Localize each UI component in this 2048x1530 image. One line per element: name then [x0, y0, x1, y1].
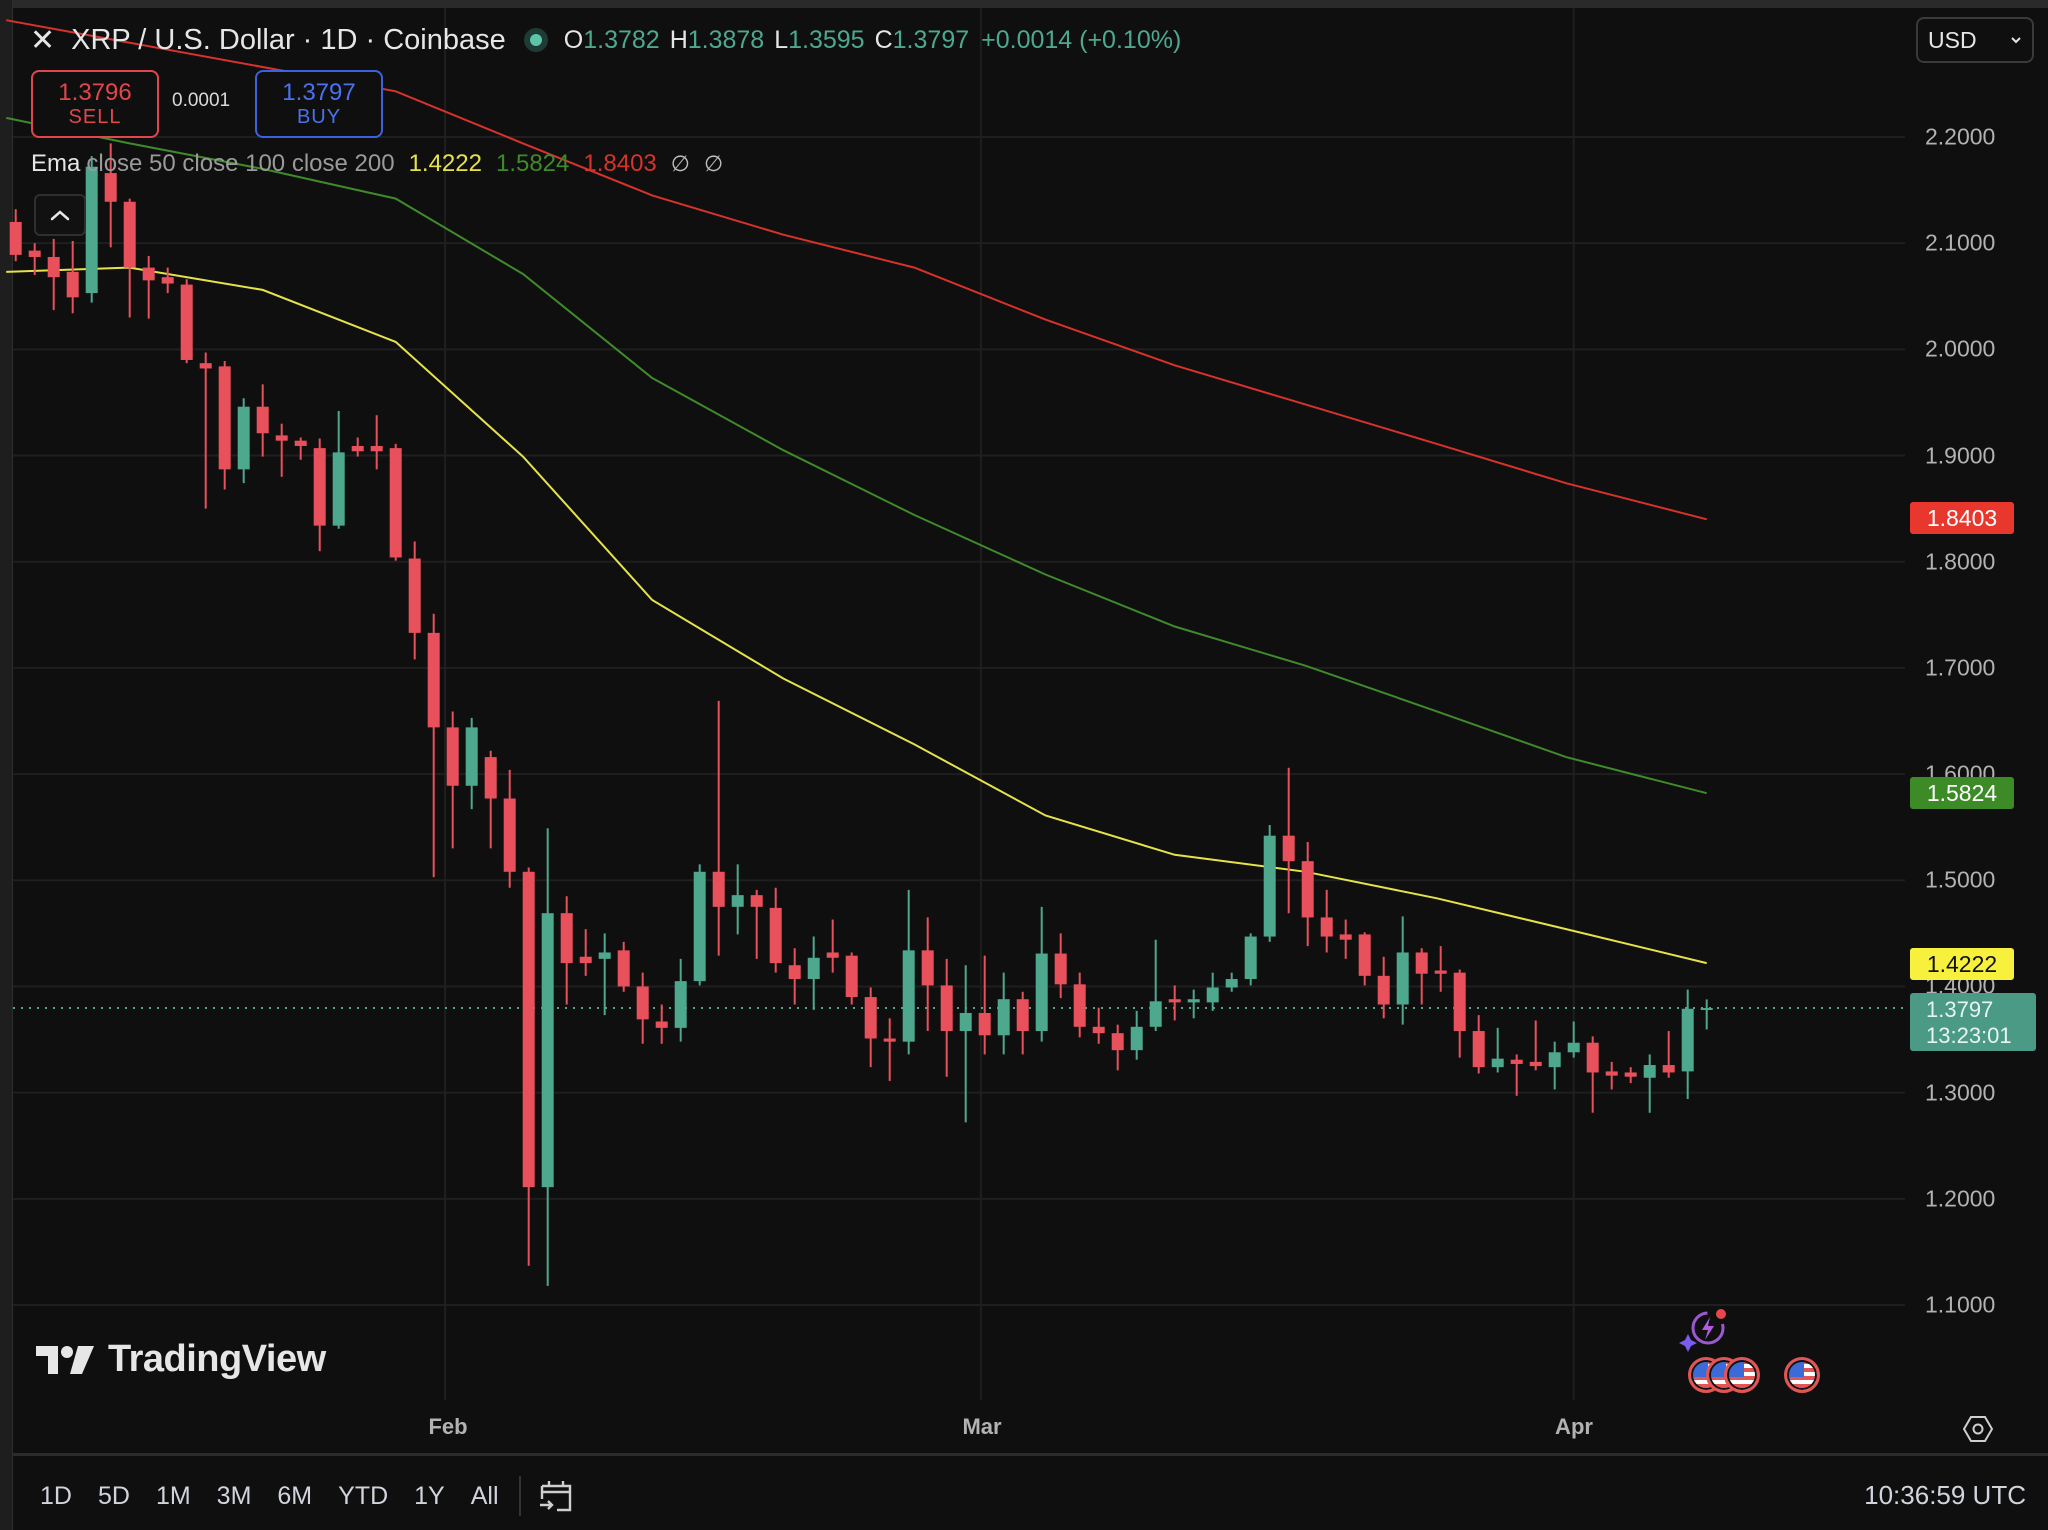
chevron-down-icon: [2011, 37, 2021, 44]
logo-text: TradingView: [108, 1338, 326, 1380]
buy-price: 1.3797: [282, 79, 356, 106]
ema100-price-badge: 1.5824: [1910, 777, 2014, 809]
last-price-badge: 1.3797 13:23:01: [1910, 993, 2036, 1051]
us-economic-event-icon[interactable]: [1784, 1357, 1820, 1393]
market-status-icon[interactable]: [523, 28, 548, 52]
tradingview-logo[interactable]: TradingView: [36, 1338, 326, 1381]
high-label: H: [669, 25, 688, 54]
indicator-args: close 50 close 100 close 200: [86, 150, 395, 177]
indicator-name: Ema: [31, 150, 81, 177]
chevron-up-icon: [50, 210, 70, 221]
price-tick: 1.2000: [1925, 1185, 1996, 1212]
low-label: L: [774, 25, 789, 54]
tradingview-logo-icon: [36, 1345, 94, 1374]
symbol-title[interactable]: XRP / U.S. Dollar · 1D · Coinbase: [71, 23, 506, 56]
range-ytd-button[interactable]: YTD: [338, 1481, 389, 1510]
buy-button[interactable]: 1.3797 BUY: [255, 70, 383, 138]
change-value: +0.0014 (+0.10%): [981, 25, 1182, 54]
chart-settings-icon[interactable]: [1963, 1414, 1993, 1444]
spread-value: 0.0001: [172, 90, 231, 111]
us-economic-event-icon[interactable]: [1724, 1357, 1760, 1393]
price-tick: 2.1000: [1925, 229, 1996, 256]
ema-lines: [5, 19, 1707, 965]
price-tick: 2.0000: [1925, 335, 1996, 362]
ema200-price-badge: 1.8403: [1910, 502, 2014, 534]
ema100-value: 1.5824: [495, 150, 570, 177]
window-top-edge: [0, 0, 2048, 8]
buy-label: BUY: [296, 106, 342, 128]
utc-clock[interactable]: 10:36:59 UTC: [1864, 1480, 2026, 1510]
high-value: 1.3878: [687, 25, 765, 54]
range-toolbar: 1D 5D 1M 3M 6M YTD 1Y All: [40, 1476, 575, 1516]
currency-select[interactable]: USD: [1916, 17, 2034, 63]
time-tick-mar: Mar: [962, 1414, 1002, 1439]
bottom-divider: [12, 1453, 2048, 1456]
lightning-event-icon[interactable]: [1678, 1306, 1732, 1356]
range-1d-button[interactable]: 1D: [40, 1481, 72, 1510]
low-value: 1.3595: [788, 25, 865, 54]
close-value: 1.3797: [892, 25, 970, 54]
range-6m-button[interactable]: 6M: [277, 1481, 313, 1510]
time-tick-apr: Apr: [1555, 1414, 1593, 1439]
close-icon[interactable]: ✕: [30, 23, 56, 57]
open-value: 1.3782: [583, 25, 660, 54]
currency-value: USD: [1928, 26, 1977, 53]
grid-lines: [13, 8, 1905, 1400]
sell-label: SELL: [68, 106, 122, 128]
symbol-header: ✕ XRP / U.S. Dollar · 1D · Coinbase O 1.3…: [30, 18, 1181, 62]
ema50-value: 1.4222: [408, 150, 482, 177]
left-toolbar-edge: [0, 0, 13, 1530]
no-data-icon: ∅: [670, 151, 690, 176]
open-label: O: [563, 25, 584, 54]
price-tick: 2.2000: [1925, 123, 1996, 150]
toolbar-divider: [518, 1476, 521, 1516]
price-tick: 1.5000: [1925, 866, 1996, 893]
close-label: C: [874, 25, 893, 54]
time-tick-feb: Feb: [428, 1414, 468, 1439]
range-1y-button[interactable]: 1Y: [414, 1481, 445, 1510]
price-tick: 1.1000: [1925, 1291, 1996, 1318]
sell-price: 1.3796: [58, 79, 132, 106]
bar-countdown: 13:23:01: [1926, 1023, 2012, 1048]
ema50-price-badge: 1.4222: [1910, 948, 2014, 980]
price-tick: 1.9000: [1925, 442, 1996, 469]
range-3m-button[interactable]: 3M: [216, 1481, 252, 1510]
collapse-legend-button[interactable]: [34, 194, 86, 236]
go-to-date-icon[interactable]: [537, 1477, 575, 1515]
ema200-value: 1.8403: [583, 150, 657, 177]
sell-button[interactable]: 1.3796 SELL: [31, 70, 159, 138]
range-5d-button[interactable]: 5D: [97, 1481, 130, 1510]
no-data-icon: ∅: [703, 151, 724, 176]
range-all-button[interactable]: All: [470, 1481, 499, 1510]
last-price-value: 1.3797: [1926, 997, 1994, 1022]
price-tick: 1.3000: [1925, 1079, 1996, 1106]
ohlc-values: O 1.3782 H 1.3878 L 1.3595 C 1.3797 +0.0014 …: [564, 26, 1182, 55]
range-1m-button[interactable]: 1M: [155, 1481, 191, 1510]
indicator-legend[interactable]: Ema close 50 close 100 close 200 1.4222 …: [31, 150, 723, 178]
price-tick: 1.8000: [1925, 548, 1996, 575]
price-tick: 1.7000: [1925, 654, 1996, 681]
candles: [9, 143, 1713, 1286]
